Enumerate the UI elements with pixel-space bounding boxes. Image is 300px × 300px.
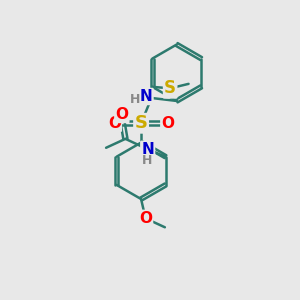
Text: O: O — [139, 211, 152, 226]
Text: N: N — [140, 89, 152, 104]
Text: H: H — [130, 93, 140, 106]
Text: N: N — [141, 142, 154, 157]
Text: S: S — [164, 79, 176, 97]
Text: O: O — [115, 107, 128, 122]
Text: O: O — [108, 116, 121, 131]
Text: S: S — [135, 114, 148, 132]
Text: H: H — [142, 154, 152, 167]
Text: O: O — [161, 116, 174, 131]
